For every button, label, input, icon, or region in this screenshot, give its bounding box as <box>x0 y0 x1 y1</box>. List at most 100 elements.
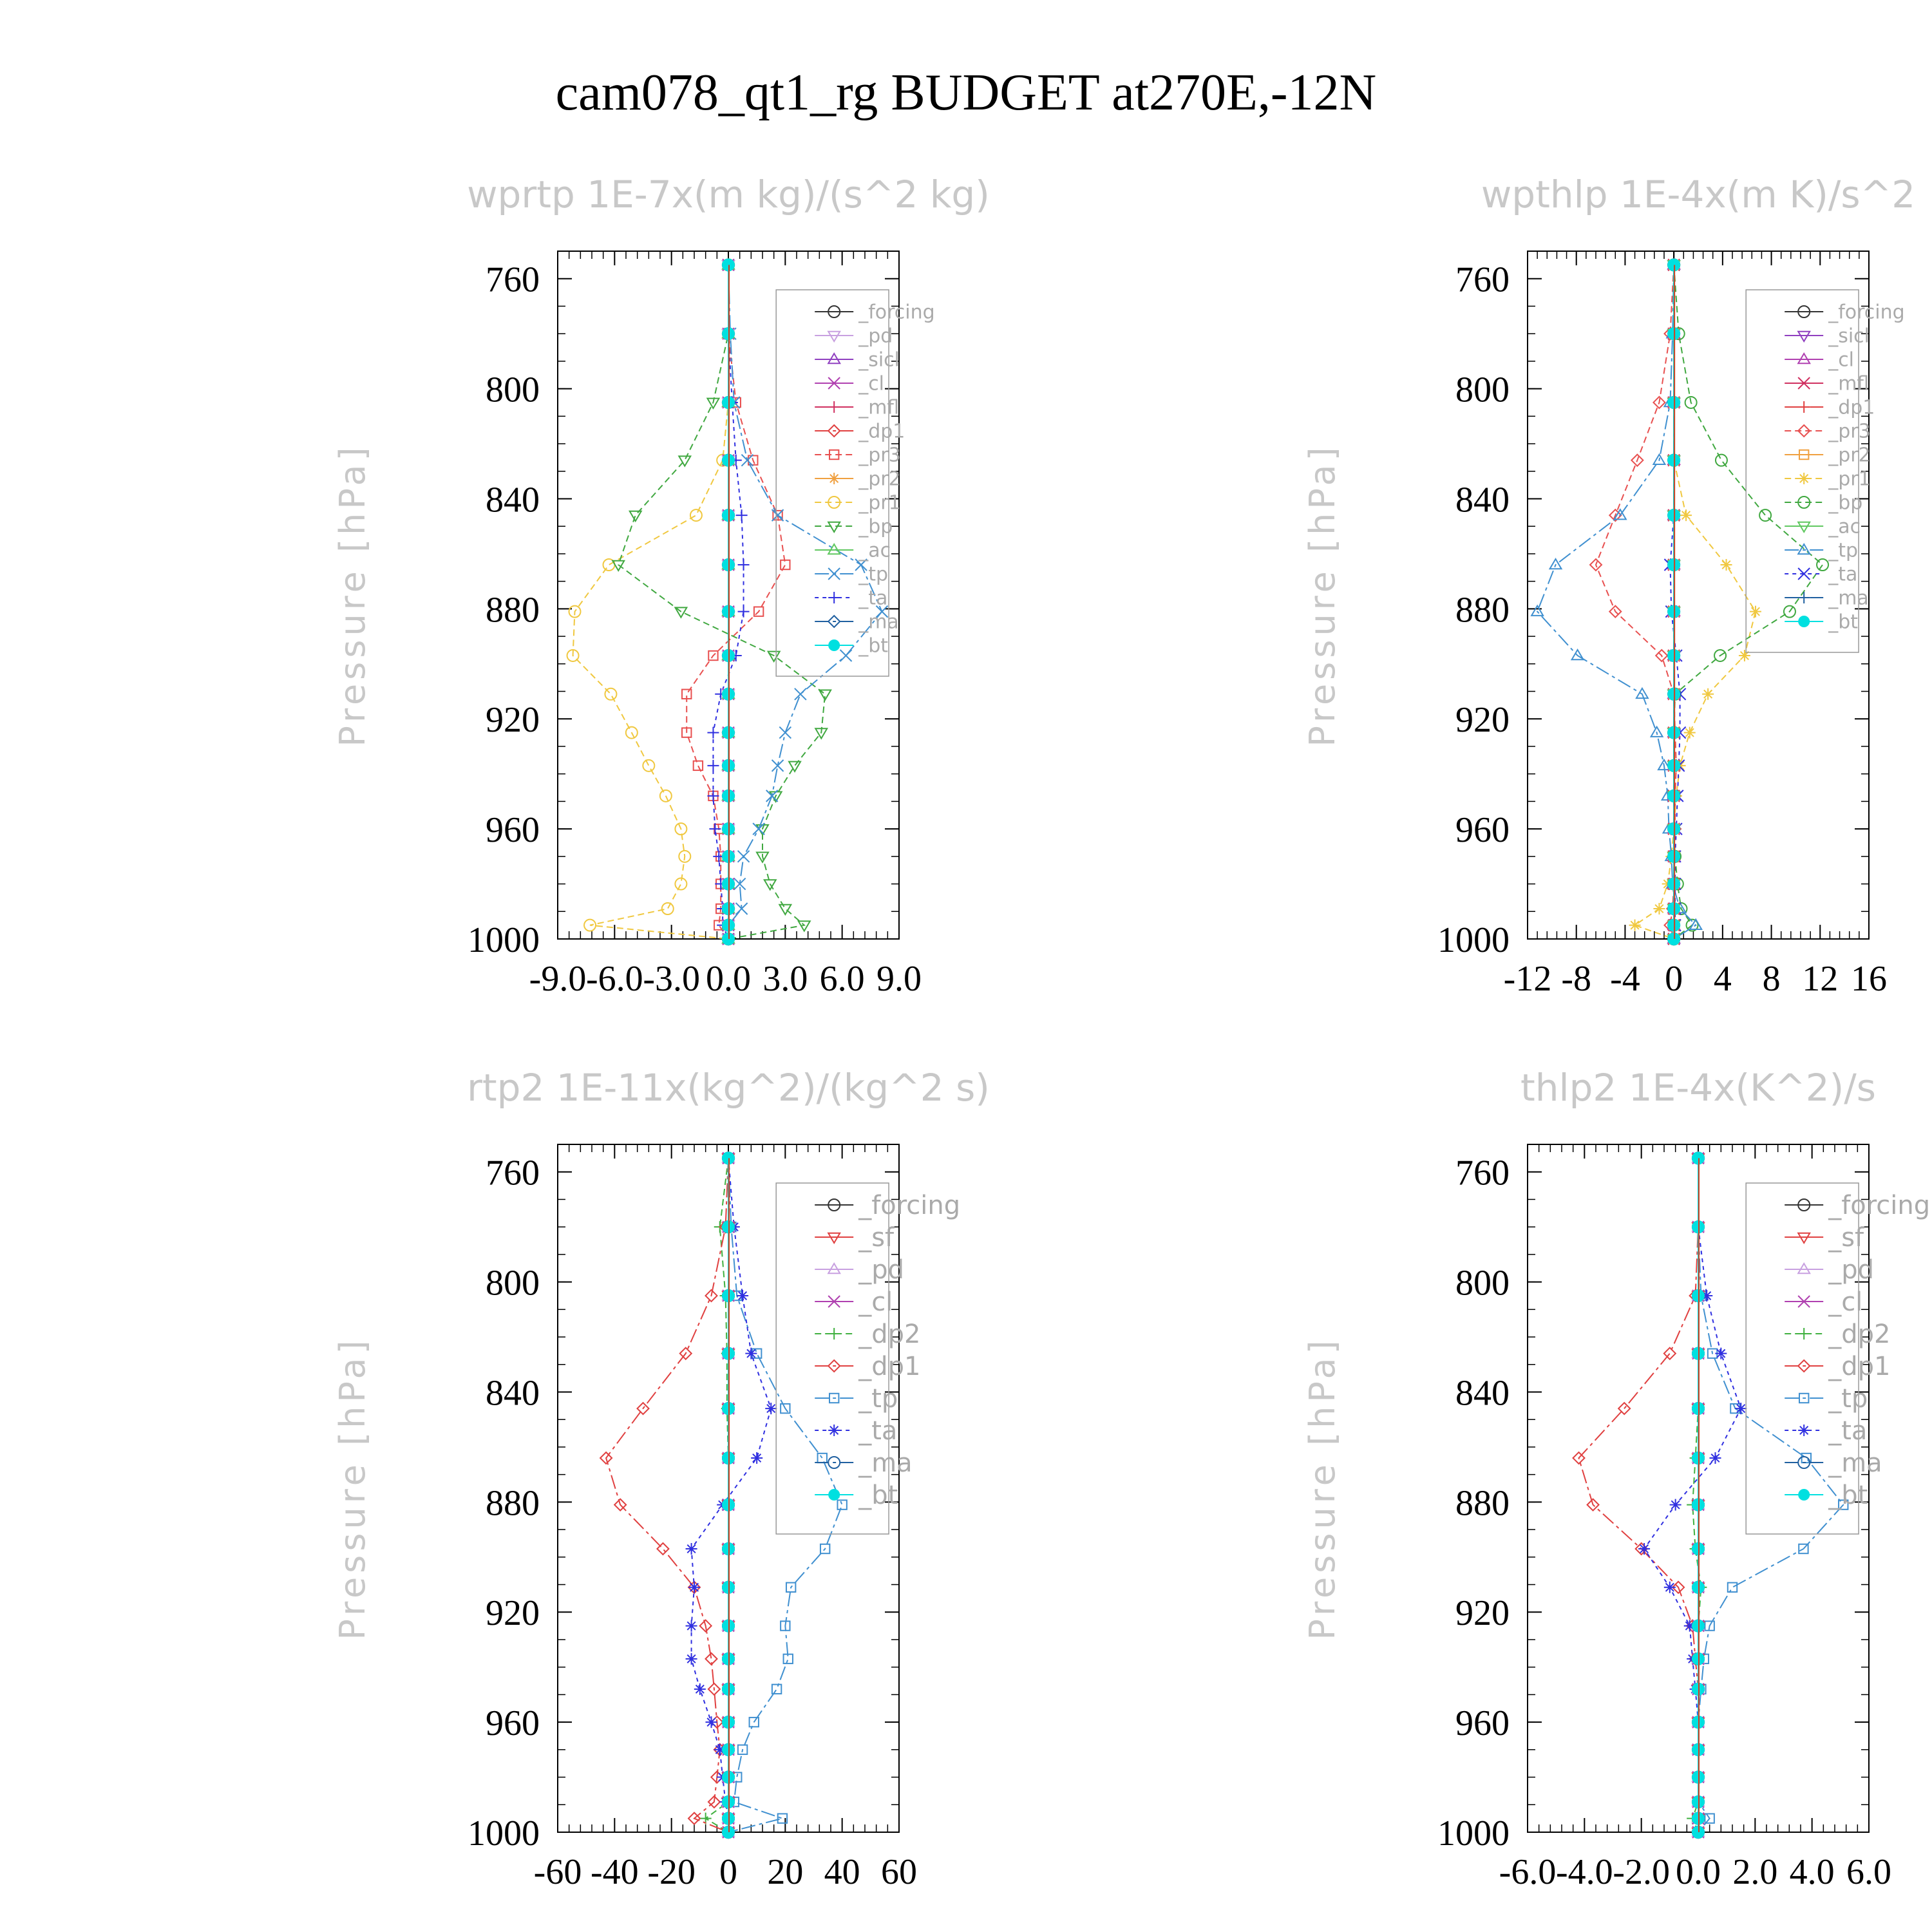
y-tick-label: 840 <box>1455 480 1510 520</box>
data-point <box>1709 1452 1721 1464</box>
legend-marker <box>827 330 841 343</box>
x-tick-label: 6.0 <box>1846 1852 1891 1892</box>
legend-marker <box>828 473 840 484</box>
legend-marker <box>828 592 840 603</box>
data-point <box>707 726 719 739</box>
y-tick-label: 800 <box>486 370 540 410</box>
data-point <box>599 1451 613 1465</box>
legend-label: _tp <box>1828 540 1858 562</box>
panel-title: wprtp 1E-7x(m kg)/(s^2 kg) <box>467 173 990 216</box>
data-point <box>1683 1620 1696 1632</box>
y-tick-label: 880 <box>1455 590 1510 630</box>
series-line <box>690 1158 772 1832</box>
series-line <box>686 265 786 940</box>
data-point <box>837 1499 848 1510</box>
data-point <box>1638 1542 1651 1555</box>
legend-label: _dp2 <box>1828 1320 1890 1349</box>
data-point <box>737 559 750 571</box>
legend-label: _bt <box>1828 611 1858 634</box>
legend-label: _bt <box>858 635 888 658</box>
data-point <box>741 453 754 467</box>
data-point <box>745 1347 757 1359</box>
x-tick-label: 6.0 <box>820 959 865 999</box>
series-line <box>704 1158 729 1833</box>
data-point <box>613 1498 627 1512</box>
data-point <box>678 849 692 863</box>
data-point <box>737 605 750 618</box>
legend-marker <box>1797 330 1811 343</box>
series-line <box>1698 1158 1844 1833</box>
series-dp1 <box>599 1151 735 1839</box>
y-tick-label: 880 <box>486 1483 540 1523</box>
legend-marker <box>828 401 840 413</box>
legend-label: _ta <box>1828 564 1857 586</box>
data-point <box>688 1581 700 1593</box>
legend-marker <box>828 496 841 509</box>
data-point <box>788 761 802 773</box>
data-point <box>687 1812 701 1826</box>
data-point <box>1653 903 1665 915</box>
legend-label: _pr3 <box>1828 421 1870 443</box>
legend-marker <box>829 1392 840 1404</box>
series-tp <box>1530 258 1703 944</box>
series-bp <box>611 260 832 946</box>
y-axis-label: Pressure [hPa] <box>332 1336 373 1640</box>
data-point <box>1689 918 1703 930</box>
legend-marker <box>1798 1425 1810 1436</box>
panel-2: wpthlp 1E-4x(m K)/s^2 Pressure [hPa] -12 -8… <box>1302 173 1915 999</box>
data-point <box>1669 1499 1681 1511</box>
data-point <box>763 879 777 891</box>
legend-label: _cl <box>858 373 884 395</box>
data-point <box>1586 1498 1600 1512</box>
data-point <box>785 1582 797 1593</box>
legend-label: _bp <box>858 516 893 538</box>
data-point <box>778 904 793 916</box>
x-tick-label: -3.0 <box>643 959 700 999</box>
y-tick-label: 880 <box>486 590 540 630</box>
legend-label: _pd <box>858 325 893 348</box>
data-point <box>656 1542 670 1556</box>
data-point <box>1798 1543 1809 1555</box>
legend-label: _ma <box>1828 587 1869 610</box>
legend-marker <box>1797 1198 1811 1211</box>
data-point <box>628 510 643 523</box>
y-axis-label: Pressure [hPa] <box>1302 1336 1343 1640</box>
x-tick-label: -4 <box>1610 959 1640 999</box>
y-tick-label: 960 <box>1455 1703 1510 1743</box>
panel-title: rtp2 1E-11x(kg^2)/(kg^2 s) <box>467 1066 990 1110</box>
data-point <box>1630 453 1644 468</box>
data-point <box>707 1682 721 1696</box>
legend-marker <box>827 614 841 629</box>
data-point <box>1801 1452 1812 1464</box>
data-point <box>714 1743 726 1756</box>
series-line <box>1536 265 1697 940</box>
series-line <box>605 1158 729 1833</box>
x-tick-label: 8 <box>1763 959 1781 999</box>
data-point <box>1530 604 1544 616</box>
legend-frame <box>1745 1182 1859 1535</box>
data-point <box>674 822 688 836</box>
series-pr3 <box>681 260 791 945</box>
y-tick-label: 920 <box>486 700 540 740</box>
data-point <box>604 687 618 701</box>
legend-marker <box>827 352 841 365</box>
legend-label: _tp <box>1828 1384 1868 1414</box>
data-point <box>1702 688 1714 700</box>
y-axis-label: Pressure [hPa] <box>332 443 373 746</box>
data-point <box>777 1813 788 1824</box>
series-line <box>1633 265 1757 940</box>
data-point <box>818 689 832 701</box>
data-point <box>771 759 784 772</box>
x-tick-label: 9.0 <box>876 959 922 999</box>
data-point <box>1613 508 1627 520</box>
legend-marker <box>1797 1262 1811 1274</box>
x-tick-label: 0.0 <box>706 959 751 999</box>
series-line <box>618 265 826 940</box>
data-point <box>1704 1813 1715 1824</box>
legend-label: _ma <box>858 1448 912 1478</box>
legend-label: _pr2 <box>1828 444 1870 467</box>
data-point <box>625 726 638 739</box>
y-tick-label: 760 <box>1455 1153 1510 1193</box>
data-point <box>681 688 692 699</box>
